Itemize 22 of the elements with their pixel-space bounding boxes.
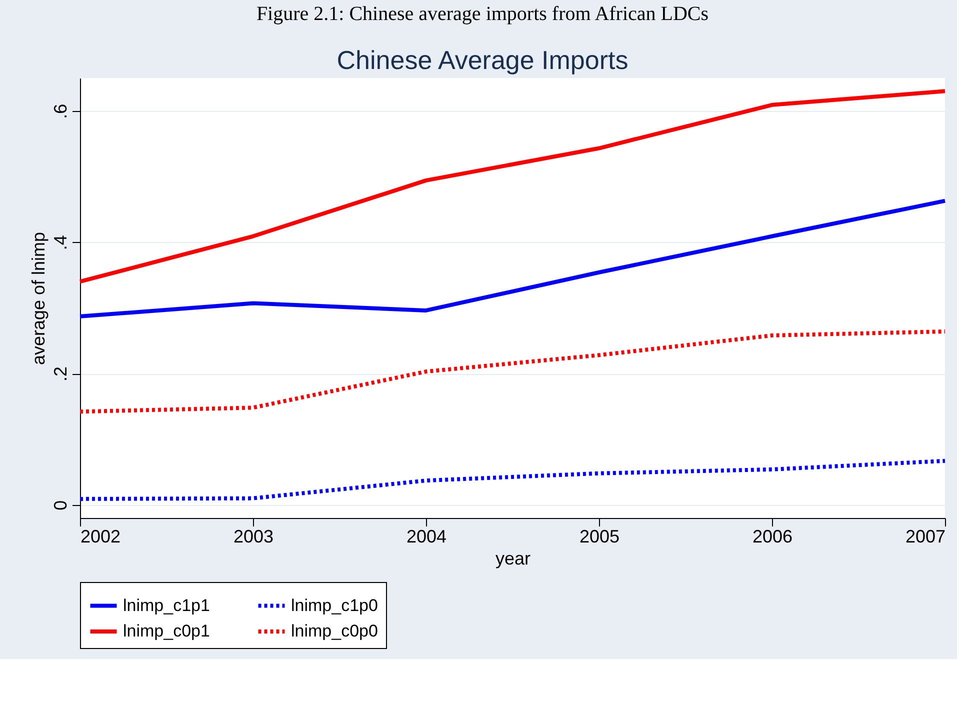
chart-title: Chinese Average Imports bbox=[336, 45, 628, 75]
x-tick-label: 2007 bbox=[905, 526, 946, 546]
y-tick-label: .4 bbox=[50, 235, 70, 250]
x-tick-label: 2002 bbox=[80, 526, 121, 546]
x-tick-label: 2006 bbox=[752, 526, 793, 546]
x-tick-label: 2003 bbox=[233, 526, 274, 546]
y-axis-title: average of lnimp bbox=[28, 232, 48, 366]
x-tick-label: 2005 bbox=[579, 526, 620, 546]
y-tick-label: 0 bbox=[50, 500, 70, 510]
legend-label: lnimp_c1p0 bbox=[291, 596, 378, 615]
y-tick-label: .2 bbox=[50, 366, 70, 382]
line-series bbox=[78, 198, 947, 318]
legend-label: lnimp_c0p0 bbox=[291, 622, 378, 640]
line-series bbox=[78, 89, 947, 284]
line-series bbox=[78, 458, 947, 501]
x-axis-title: year bbox=[495, 548, 531, 568]
legend-label: lnimp_c0p1 bbox=[123, 622, 210, 640]
caption: Figure 2.1: Chinese average imports from African LDCs bbox=[256, 3, 709, 25]
x-tick-label: 2004 bbox=[406, 526, 447, 546]
line-series bbox=[78, 329, 947, 414]
legend-label: lnimp_c1p1 bbox=[123, 596, 210, 615]
y-tick-label: .6 bbox=[50, 104, 70, 119]
